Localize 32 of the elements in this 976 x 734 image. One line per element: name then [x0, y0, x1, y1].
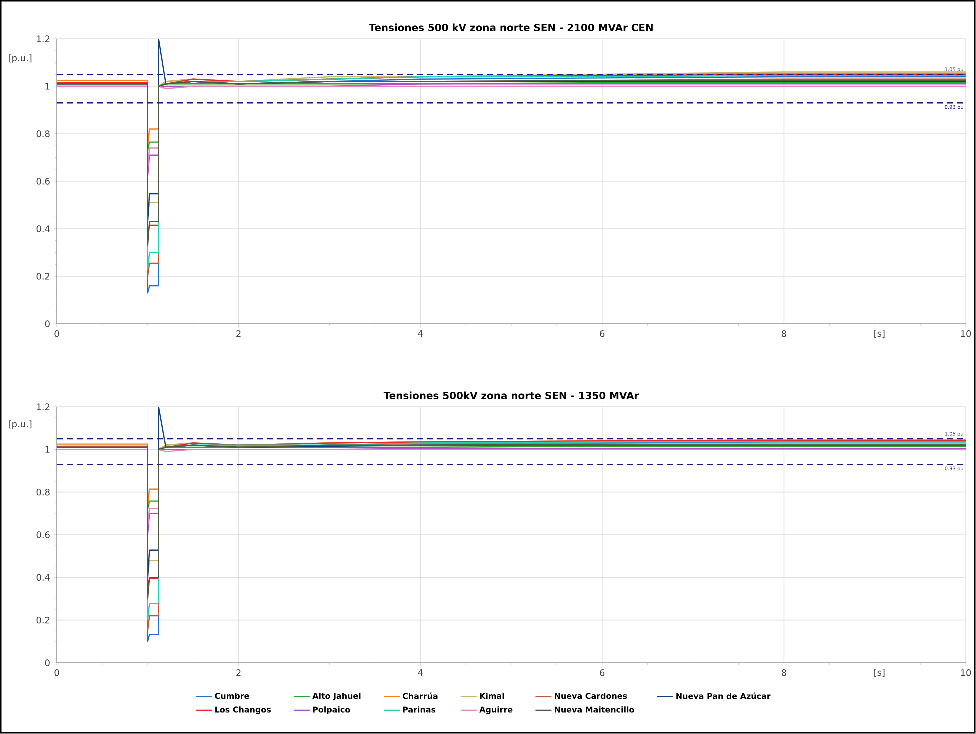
y-tick-label: 0	[45, 660, 50, 666]
y-tick-label: 0.6	[36, 532, 50, 538]
y-tick-label: 0.8	[36, 130, 50, 138]
y-axis-title: [p.u.]	[9, 54, 32, 64]
y-tick-label: 0.2	[36, 273, 50, 280]
y-tick-label: 0	[45, 320, 50, 328]
y-tick-label: 1	[46, 446, 50, 453]
x-tick-label: 0	[54, 670, 60, 676]
x-tick-label: 2	[236, 330, 241, 338]
x-axis-title: [s]	[874, 669, 885, 678]
y-tick-label: 0.4	[36, 226, 50, 232]
y-tick-label: 0.8	[36, 488, 50, 496]
y-tick-label: 0.4	[36, 574, 50, 582]
y-tick-label: 1	[46, 83, 50, 90]
x-tick-label: 10	[961, 670, 972, 676]
x-axis-title: [s]	[874, 330, 885, 338]
y-tick-label: 1.2	[37, 404, 50, 410]
x-tick-label: 8	[782, 670, 786, 676]
y-tick-label: 1.2	[37, 36, 50, 42]
x-tick-label: 6	[600, 670, 605, 676]
x-tick-label: 2	[236, 670, 241, 676]
x-tick-label: 0	[54, 330, 60, 338]
y-tick-label: 0.6	[36, 178, 50, 185]
x-tick-label: 4	[418, 670, 423, 676]
y-tick-label: 0.2	[36, 616, 50, 624]
x-tick-label: 6	[600, 330, 605, 338]
x-tick-label: 10	[961, 330, 972, 338]
chart-title: Tensiones 500kV zona norte SEN - 1350 MVAr	[384, 392, 640, 400]
chart-title: Tensiones 500 kV zona norte SEN - 2100 MVAr CEN	[369, 24, 653, 32]
x-tick-label: 8	[782, 330, 786, 338]
x-tick-label: 4	[418, 330, 423, 338]
y-axis-title: [p.u.]	[9, 420, 32, 430]
